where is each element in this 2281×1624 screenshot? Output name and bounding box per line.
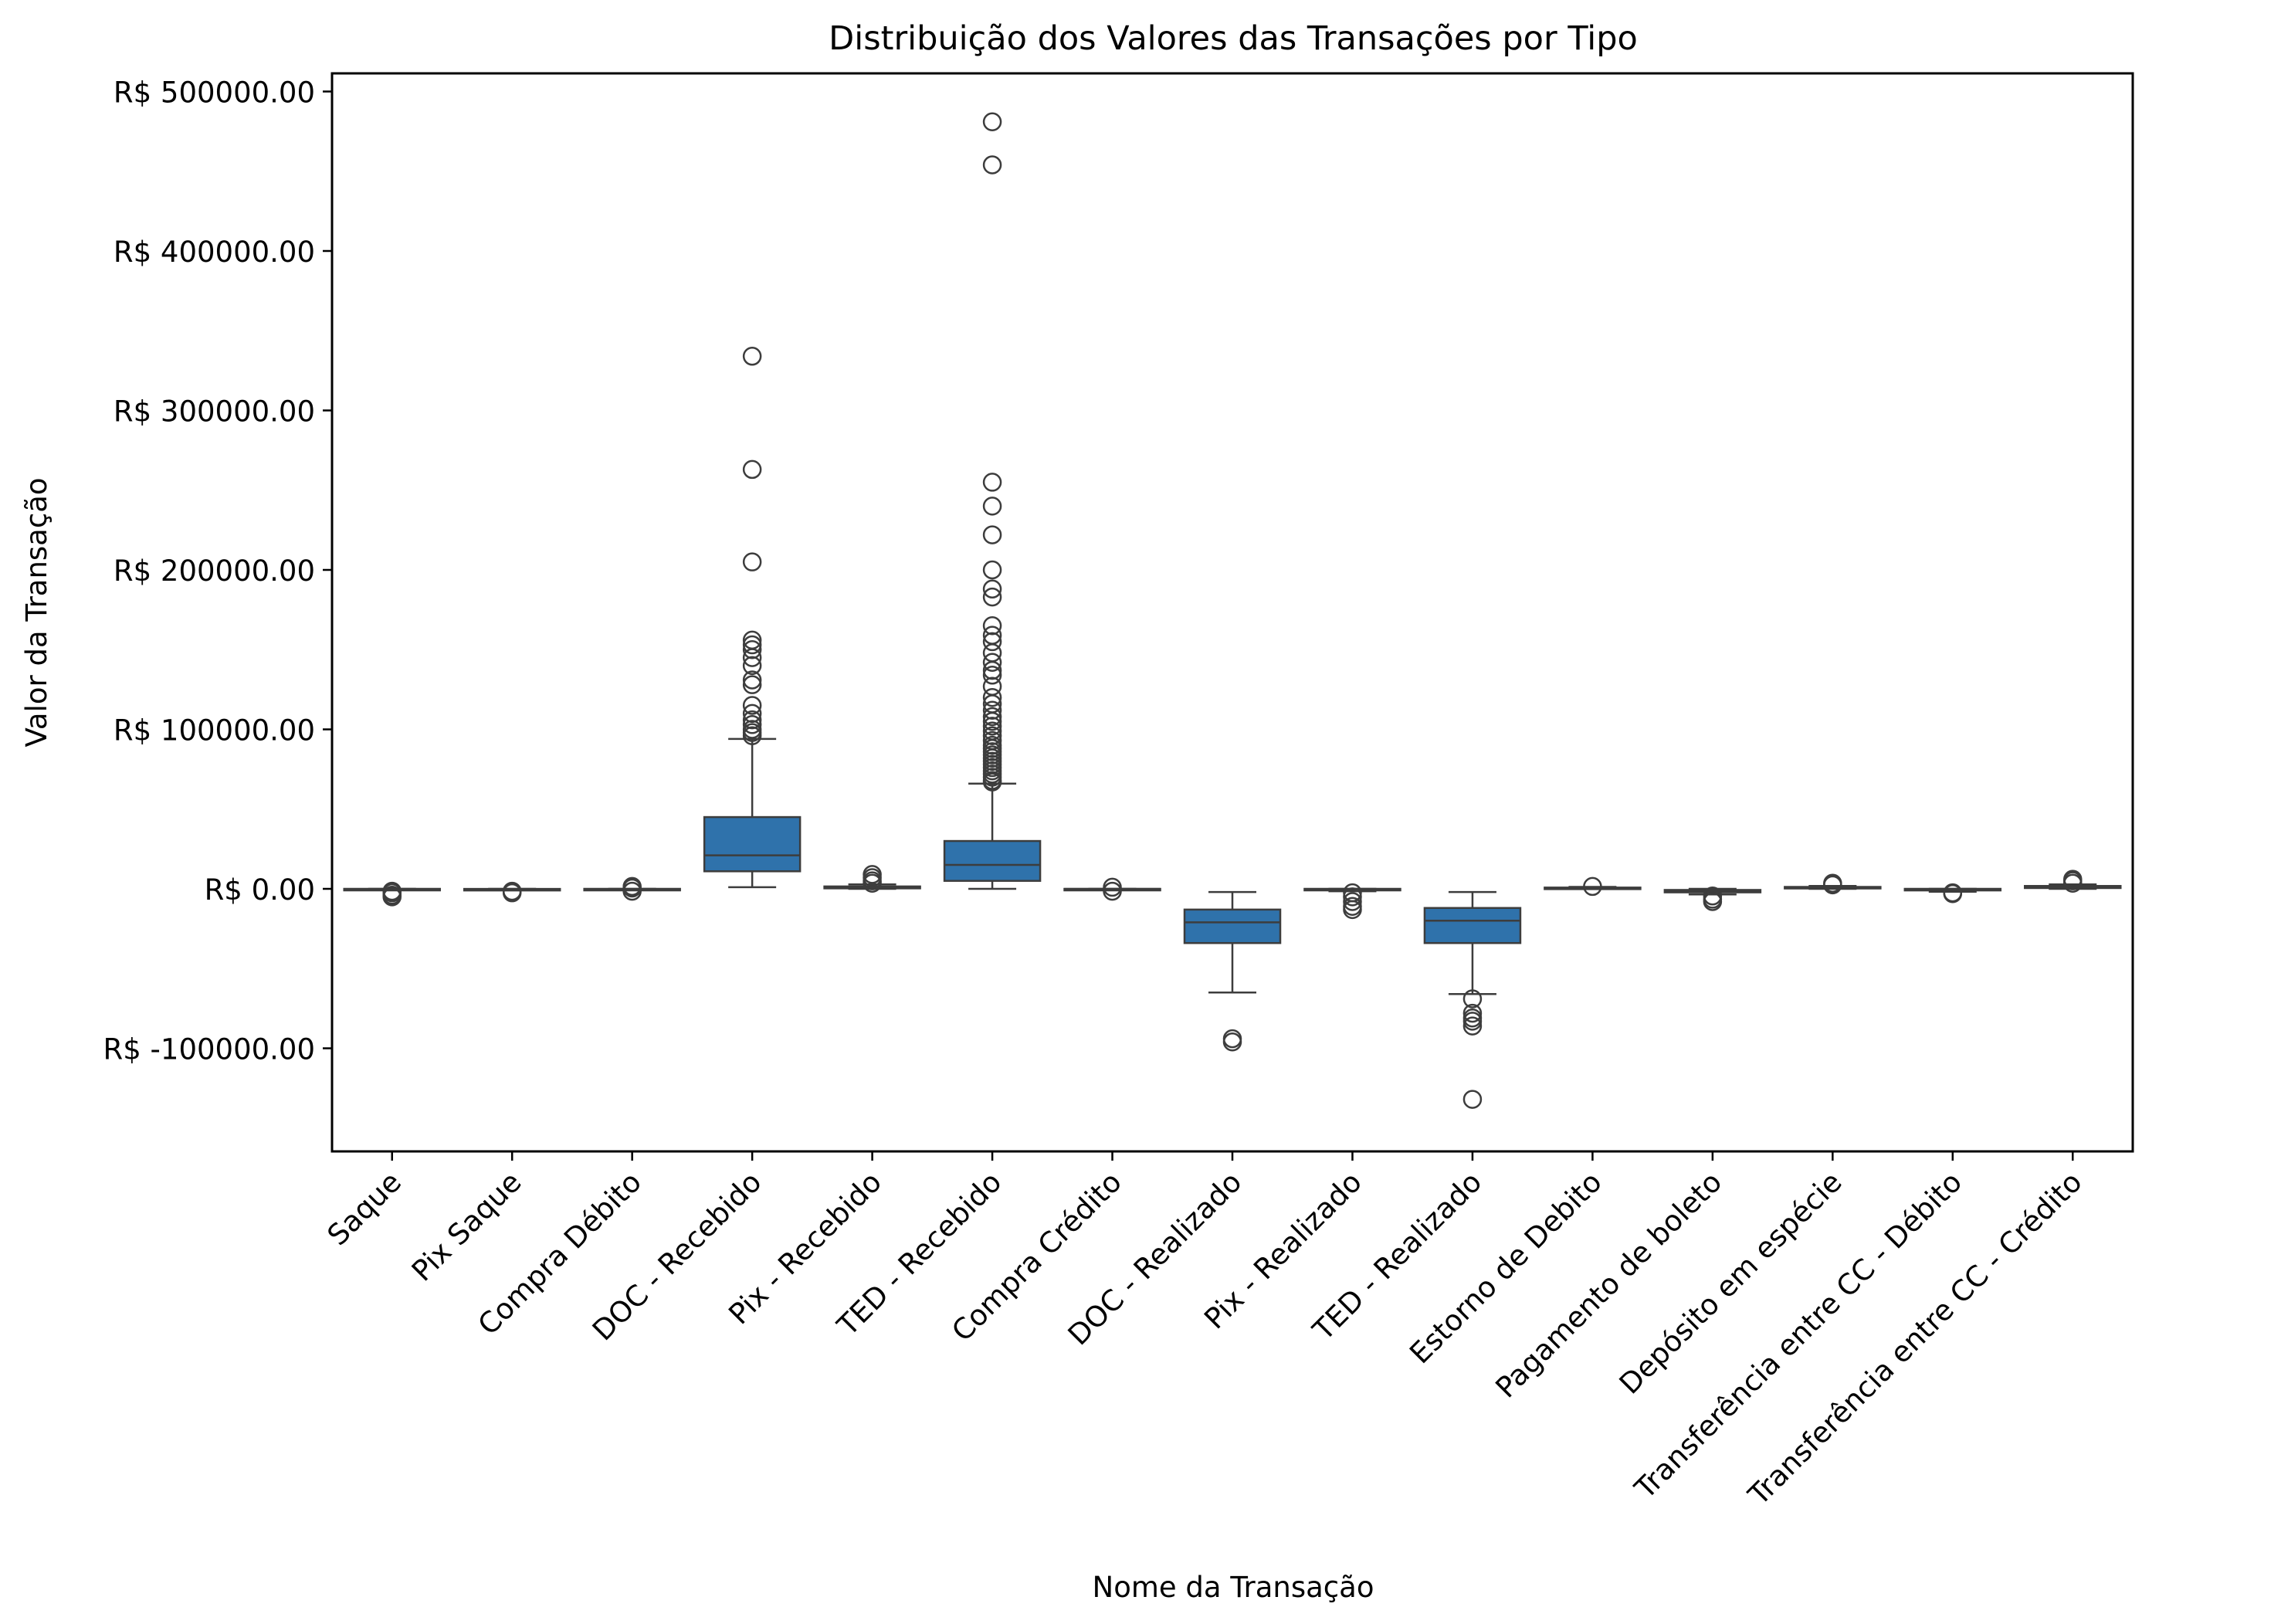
outlier-point: [982, 632, 1002, 652]
outlier-point: [1462, 1090, 1483, 1109]
outlier-point: [982, 616, 1002, 636]
outlier-point: [742, 675, 762, 694]
outlier-point: [982, 112, 1002, 131]
x-tick-label: Pix Saque: [405, 1165, 528, 1288]
outlier-point: [982, 579, 1002, 599]
box-6: [1063, 877, 1161, 901]
outlier-point: [742, 696, 762, 715]
outlier-point: [742, 459, 762, 480]
outlier-point: [1343, 892, 1362, 911]
outlier-point: [982, 731, 1002, 751]
box-2: [583, 876, 681, 901]
outlier-point: [2063, 870, 2083, 889]
outlier-point: [1462, 989, 1483, 1009]
outlier-point: [742, 670, 762, 690]
box-13: [1903, 883, 2002, 904]
box-1: [463, 881, 561, 903]
box-10: [1544, 876, 1642, 897]
outlier-point: [622, 876, 642, 897]
outlier-point: [1943, 883, 1963, 904]
outlier-point: [742, 552, 762, 571]
x-tick-label: Saque: [321, 1165, 408, 1252]
outlier-point: [982, 707, 1002, 727]
y-tick-label: R$ 300000.00: [114, 395, 315, 429]
box-0: [343, 881, 441, 907]
outlier-point: [1583, 876, 1602, 897]
outlier-point: [382, 887, 402, 907]
box-14: [2024, 870, 2122, 893]
outlier-point: [982, 653, 1002, 673]
box-iqr: [943, 839, 1042, 882]
outlier-point: [742, 630, 762, 650]
outlier-point: [982, 735, 1002, 755]
outlier-point: [742, 720, 762, 739]
y-axis-label: Valor da Transação: [20, 477, 53, 747]
outlier-point: [982, 626, 1002, 645]
outlier-point: [982, 666, 1002, 685]
x-tick-label: Pagamento de boleto: [1490, 1165, 1729, 1405]
outlier-point: [742, 640, 762, 659]
outlier-point: [1703, 892, 1723, 911]
y-axis-ticks: R$ -100000.00 R$ 0.00 R$ 100000.00 R$ 20000…: [103, 76, 332, 1066]
box-12: [1784, 873, 1882, 895]
box-7: [1183, 890, 1282, 1052]
box-11: [1663, 887, 1762, 911]
box-9: [1423, 890, 1522, 1109]
outlier-point: [982, 525, 1002, 544]
outlier-point: [742, 710, 762, 730]
box-4: [823, 865, 921, 893]
outlier-point: [982, 560, 1002, 580]
box-5: [943, 112, 1042, 890]
outlier-point: [1462, 1012, 1483, 1031]
box-iqr: [703, 815, 802, 873]
box-iqr: [1183, 908, 1282, 944]
x-tick-label: Depósito em espécie: [1613, 1165, 1849, 1401]
outlier-point: [982, 687, 1002, 707]
y-tick-label: R$ 200000.00: [114, 554, 315, 588]
y-tick-label: R$ 100000.00: [114, 714, 315, 748]
outlier-point: [1462, 1003, 1483, 1023]
y-tick-label: R$ 0.00: [205, 873, 315, 907]
plot-area-frame: [330, 72, 2134, 1153]
x-axis-label: Nome da Transação: [1093, 1571, 1374, 1604]
outlier-point: [982, 473, 1002, 492]
chart-title: Distribuição dos Valores das Transações …: [829, 19, 1638, 58]
outlier-point: [982, 721, 1002, 741]
outlier-point: [742, 715, 762, 734]
outlier-point: [982, 497, 1002, 516]
outlier-point: [742, 656, 762, 676]
box-series: [343, 112, 2122, 1109]
box-iqr: [1423, 907, 1522, 944]
outlier-point: [1343, 900, 1362, 920]
outlier-point: [982, 717, 1002, 736]
outlier-point: [1343, 887, 1362, 907]
outlier-point: [1823, 873, 1842, 893]
y-tick-label: R$ -100000.00: [103, 1033, 315, 1066]
outlier-point: [982, 587, 1002, 607]
box-8: [1303, 883, 1401, 920]
outlier-point: [1222, 1032, 1242, 1052]
box-3: [703, 347, 802, 889]
outlier-point: [863, 865, 882, 884]
outlier-point: [742, 635, 762, 655]
outlier-point: [1462, 1016, 1483, 1036]
outlier-point: [982, 726, 1002, 746]
outlier-point: [982, 676, 1002, 696]
outlier-point: [1103, 877, 1122, 897]
outlier-point: [982, 155, 1002, 175]
outlier-point: [502, 883, 522, 903]
outlier-point: [742, 347, 762, 366]
y-tick-label: R$ 500000.00: [114, 76, 315, 110]
y-tick-label: R$ 400000.00: [114, 236, 315, 269]
outlier-point: [742, 704, 762, 724]
outlier-point: [982, 700, 1002, 720]
